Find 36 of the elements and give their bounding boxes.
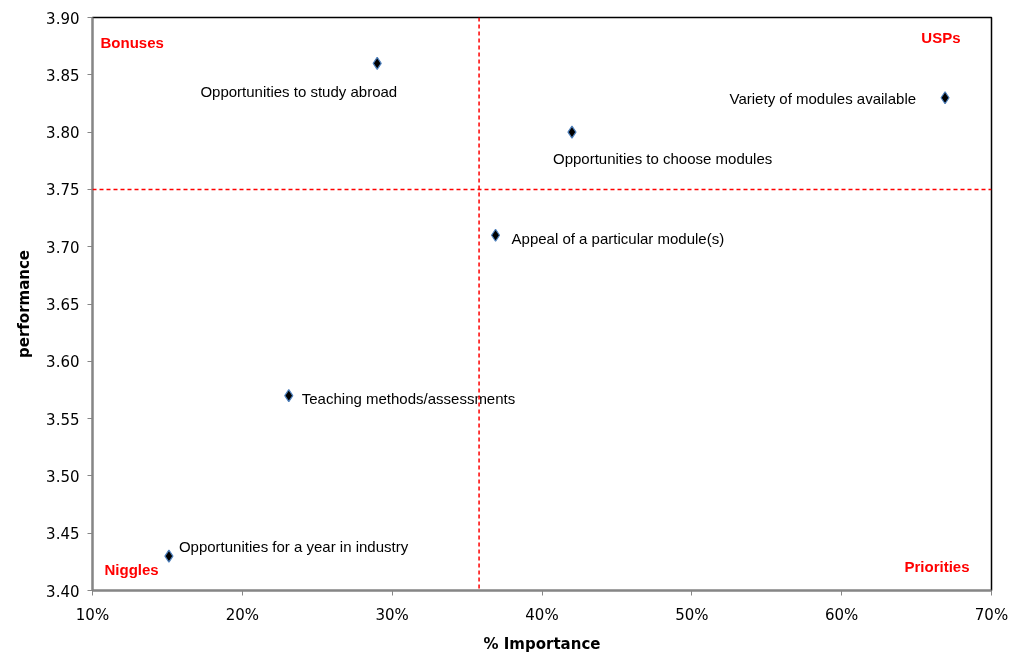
y-tick-label: 3.45 — [46, 525, 80, 544]
y-tick-label: 3.90 — [46, 9, 80, 28]
x-axis-title: % Importance — [483, 634, 601, 653]
annotation: Teaching methods/assessments — [301, 390, 516, 408]
x-tick-label: 40% — [525, 605, 559, 624]
annotation: Bonuses — [100, 34, 164, 51]
x-tick-label: 10% — [75, 605, 110, 624]
annotation: Opportunities for a year in industry — [178, 537, 409, 555]
y-tick-label: 3.70 — [46, 238, 80, 257]
annotation: USPs — [921, 29, 961, 46]
annotation: Appeal of a particular module(s) — [511, 229, 725, 247]
point — [284, 389, 294, 403]
annotation: Opportunities to choose modules — [552, 149, 773, 167]
x-tick-label: 20% — [225, 605, 260, 624]
y-tick-label: 3.60 — [46, 353, 80, 372]
y-tick-label: 3.80 — [46, 124, 80, 143]
point — [490, 228, 501, 242]
point — [372, 56, 382, 70]
y-tick-label: 3.40 — [46, 582, 80, 601]
y-axis-title: performance — [15, 249, 34, 359]
x-tick-label: 50% — [675, 605, 709, 624]
y-tick-label: 3.75 — [46, 181, 80, 200]
y-tick-label: 3.50 — [46, 467, 80, 486]
x-tick-label: 70% — [974, 605, 1009, 624]
x-tick-label: 60% — [825, 605, 859, 624]
point — [567, 125, 577, 139]
y-tick-label: 3.85 — [46, 66, 80, 85]
point — [940, 91, 950, 105]
y-tick-label: 3.55 — [46, 410, 80, 429]
x-tick-label: 30% — [375, 605, 409, 624]
annotation: Priorities — [904, 558, 970, 575]
annotation: Variety of modules available — [729, 90, 917, 108]
point — [164, 549, 174, 563]
y-tick-label: 3.65 — [46, 296, 80, 314]
annotation: Niggles — [104, 561, 159, 578]
annotation: Opportunities to study abroad — [200, 82, 398, 100]
